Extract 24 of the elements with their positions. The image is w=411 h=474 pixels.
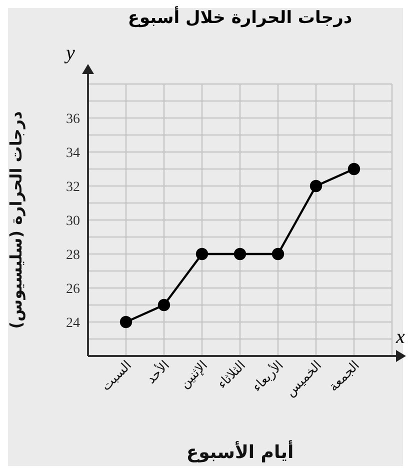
point bbox=[196, 248, 208, 260]
text: x bbox=[396, 326, 405, 349]
y-tick-label: 28 bbox=[66, 248, 80, 263]
x-axis-title: أيام الأسبوع bbox=[186, 440, 294, 463]
x-tick-label: الجمعة bbox=[326, 358, 363, 395]
point bbox=[272, 248, 284, 260]
y-axis-title: درجات الحرارة (سليسيوس) bbox=[6, 111, 26, 329]
text: y bbox=[66, 42, 75, 65]
point bbox=[234, 248, 246, 260]
y-tick-label: 34 bbox=[66, 146, 80, 161]
x-tick-label: الثلاثاء bbox=[214, 358, 249, 392]
x-tick-label: الأحد bbox=[142, 356, 173, 388]
y-tick-label: 26 bbox=[66, 282, 80, 297]
point bbox=[158, 298, 170, 312]
x-tick-label: الإثنين bbox=[177, 358, 211, 392]
y-tick-label: 32 bbox=[66, 180, 80, 195]
x-tick-label: السبت bbox=[98, 358, 135, 394]
y-tick-label: 30 bbox=[66, 214, 80, 229]
point bbox=[120, 316, 132, 328]
y-tick-label: 24 bbox=[66, 316, 80, 331]
y-tick-label: 36 bbox=[66, 112, 80, 127]
point bbox=[310, 180, 322, 192]
point bbox=[348, 162, 360, 176]
chart-title: درجات الحرارة خلال أسبوع bbox=[126, 8, 354, 28]
